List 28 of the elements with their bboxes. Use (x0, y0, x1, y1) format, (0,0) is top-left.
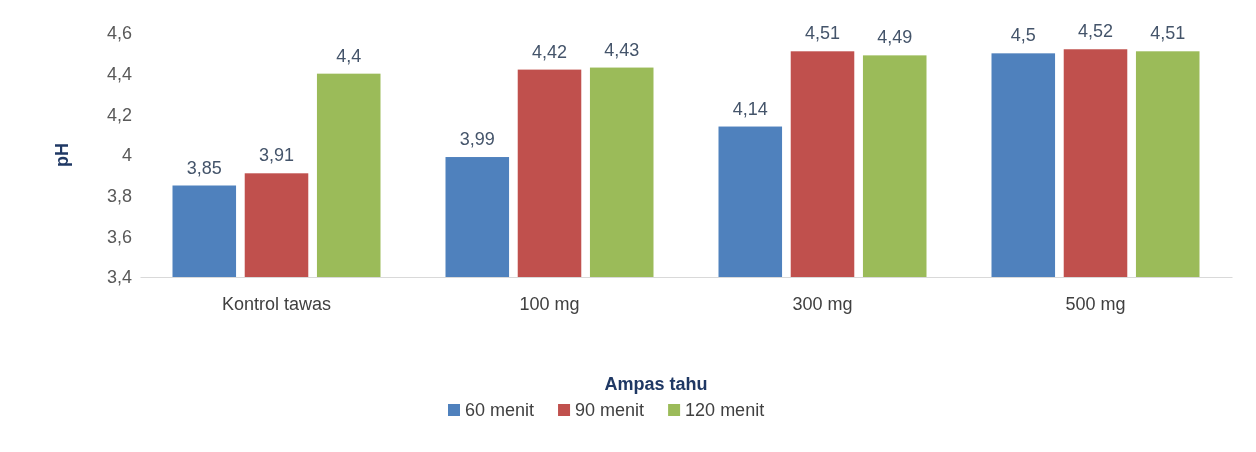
data-label: 4,52 (1077, 21, 1114, 42)
x-tick-label: 500 mg (1065, 293, 1126, 314)
legend-label: 90 menit (575, 400, 645, 420)
x-tick-label: 100 mg (519, 293, 580, 314)
x-tick-label: 300 mg (792, 293, 853, 314)
data-label: 4,43 (604, 39, 640, 60)
y-tick-label: 3,4 (106, 267, 132, 288)
data-label: 4,14 (732, 98, 768, 119)
data-label: 4,49 (877, 27, 913, 48)
data-label: 4,5 (1010, 25, 1036, 46)
y-tick-label: 4,2 (106, 104, 132, 125)
y-tick-label: 4 (121, 145, 132, 166)
data-label: 4,42 (531, 41, 568, 62)
y-tick-label: 4,6 (106, 23, 132, 44)
data-label: 4,51 (804, 23, 841, 44)
y-tick-label: 3,8 (106, 185, 132, 206)
y-tick-label: 3,6 (106, 226, 132, 247)
legend-label: 60 menit (465, 400, 535, 420)
y-tick-label: 4,4 (106, 63, 132, 84)
data-label: 3,91 (258, 145, 295, 166)
data-label: 3,85 (186, 157, 222, 178)
data-label: 4,51 (1150, 23, 1186, 44)
data-label: 4,4 (336, 45, 362, 66)
x-axis-title: Ampas tahu (604, 374, 708, 394)
legend-label: 120 menit (685, 400, 765, 420)
data-label: 3,99 (459, 129, 495, 150)
y-axis-title: pH (52, 143, 72, 167)
x-tick-label: Kontrol tawas (221, 293, 332, 314)
